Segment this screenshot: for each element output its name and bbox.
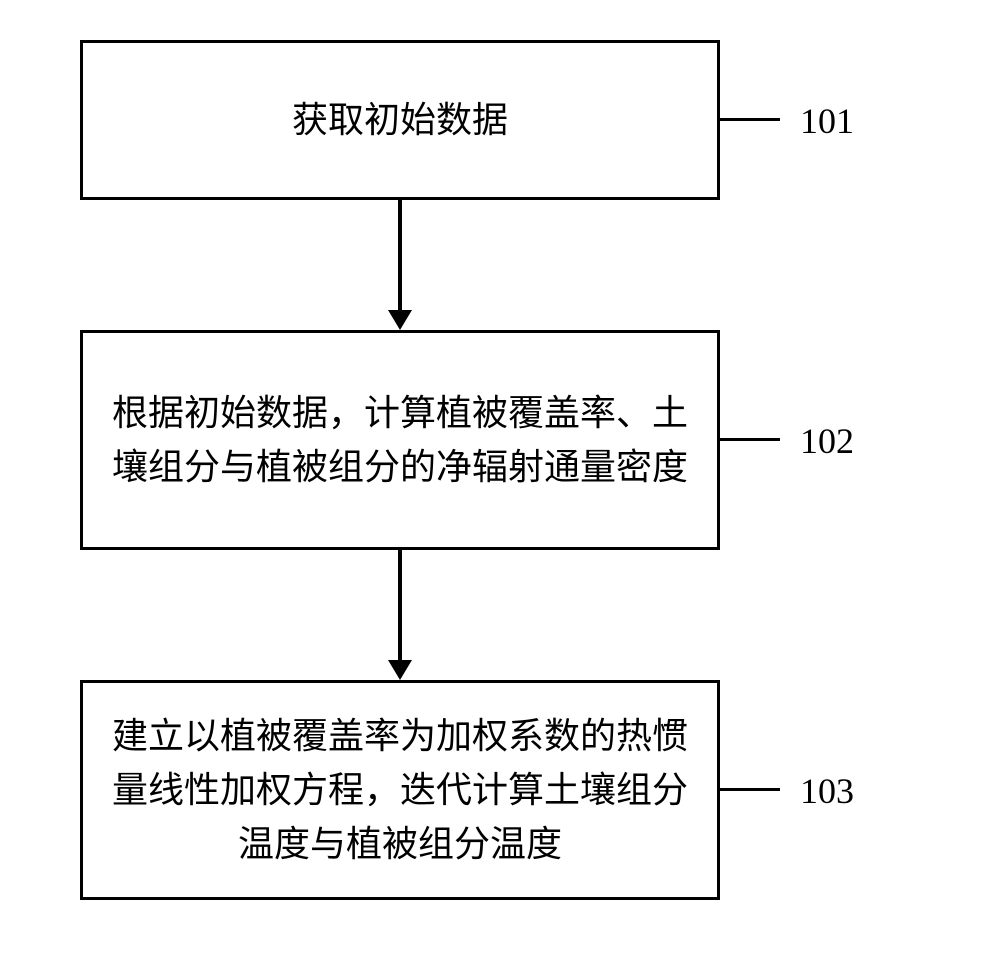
flowchart-node-step2: 根据初始数据，计算植被覆盖率、土壤组分与植被组分的净辐射通量密度	[80, 330, 720, 550]
step-label-101: 101	[800, 100, 854, 142]
step-label-102: 102	[800, 420, 854, 462]
arrow-step1-step2	[388, 310, 412, 330]
node-text-step3: 建立以植被覆盖率为加权系数的热惯量线性加权方程，迭代计算土壤组分温度与植被组分温…	[83, 699, 717, 881]
edge-step1-step2	[398, 200, 402, 310]
tick-line-1	[720, 118, 780, 121]
edge-step2-step3	[398, 550, 402, 660]
tick-line-3	[720, 788, 780, 791]
flowchart-node-step1: 获取初始数据	[80, 40, 720, 200]
step-label-103: 103	[800, 770, 854, 812]
node-text-step2: 根据初始数据，计算植被覆盖率、土壤组分与植被组分的净辐射通量密度	[83, 376, 717, 504]
node-text-step1: 获取初始数据	[272, 83, 528, 157]
arrow-step2-step3	[388, 660, 412, 680]
tick-line-2	[720, 438, 780, 441]
flowchart-node-step3: 建立以植被覆盖率为加权系数的热惯量线性加权方程，迭代计算土壤组分温度与植被组分温…	[80, 680, 720, 900]
